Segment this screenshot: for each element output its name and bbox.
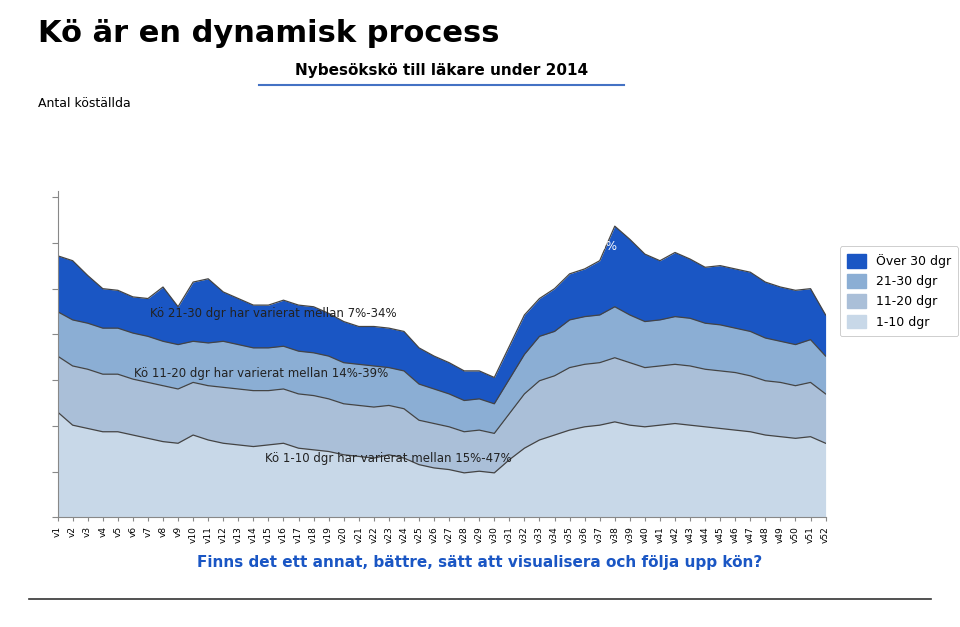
Text: Kö 21-30 dgr har varierat mellan 7%-34%: Kö 21-30 dgr har varierat mellan 7%-34% (150, 307, 396, 320)
Text: Finns det ett annat, bättre, sätt att visualisera och följa upp kön?: Finns det ett annat, bättre, sätt att vi… (198, 555, 762, 570)
Legend: Över 30 dgr, 21-30 dgr, 11-20 dgr, 1-10 dgr: Över 30 dgr, 21-30 dgr, 11-20 dgr, 1-10 … (840, 246, 958, 336)
Text: Kö 1-10 dgr har varierat mellan 15%-47%: Kö 1-10 dgr har varierat mellan 15%-47% (265, 452, 512, 465)
Text: Kö är en dynamisk process: Kö är en dynamisk process (38, 19, 500, 48)
Text: Antal köställda: Antal köställda (38, 97, 132, 110)
Text: Kö 11-20 dgr har varierat mellan 14%-39%: Kö 11-20 dgr har varierat mellan 14%-39% (134, 367, 389, 381)
Text: Nybesökskö till läkare under 2014: Nybesökskö till läkare under 2014 (295, 63, 588, 78)
Text: Kö >30 dgr har varierat mellan 9%-35%: Kö >30 dgr har varierat mellan 9%-35% (380, 240, 617, 253)
